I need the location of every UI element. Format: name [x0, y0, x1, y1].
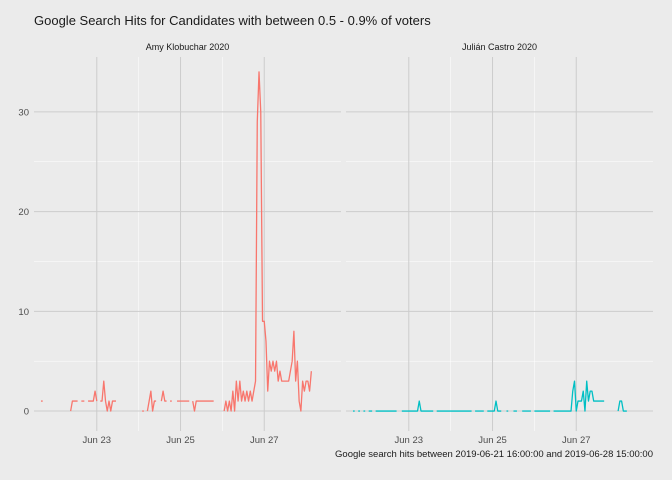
series-line [487, 400, 502, 412]
series-line [100, 380, 116, 412]
panel-background [346, 57, 653, 431]
panel-strip-label: Amy Klobuchar 2020 [146, 42, 230, 52]
series-line [146, 390, 157, 412]
series-line [69, 400, 78, 412]
panel-1: Amy Klobuchar 2020 Jun 23 Jun 25 Jun 27 0 10 2… [18, 42, 341, 446]
chart-caption: Google search hits between 2019-06-21 16… [335, 449, 653, 460]
chart-title: Google Search Hits for Candidates with b… [34, 13, 431, 28]
series-line [192, 400, 214, 412]
x-tick-label: Jun 25 [478, 435, 507, 446]
x-tick-label: Jun 27 [562, 435, 591, 446]
y-tick-label: 10 [18, 307, 29, 318]
series-line [553, 380, 605, 412]
x-tick-label: Jun 25 [166, 435, 195, 446]
series-line [223, 71, 312, 412]
panel-2: Julián Castro 2020 Jun 23 Jun 25 Jun 27 [346, 42, 653, 446]
series-line [401, 400, 434, 412]
panel-background [34, 57, 341, 431]
x-tick-label: Jun 27 [250, 435, 279, 446]
series-line [617, 400, 627, 412]
y-tick-label: 20 [18, 207, 29, 218]
series-line [160, 390, 167, 402]
panel-strip-label: Julián Castro 2020 [462, 42, 537, 52]
x-tick-label: Jun 23 [395, 435, 424, 446]
y-tick-label: 0 [24, 407, 29, 418]
y-tick-label: 30 [18, 107, 29, 118]
x-tick-label: Jun 23 [83, 435, 112, 446]
series-line [88, 390, 98, 402]
